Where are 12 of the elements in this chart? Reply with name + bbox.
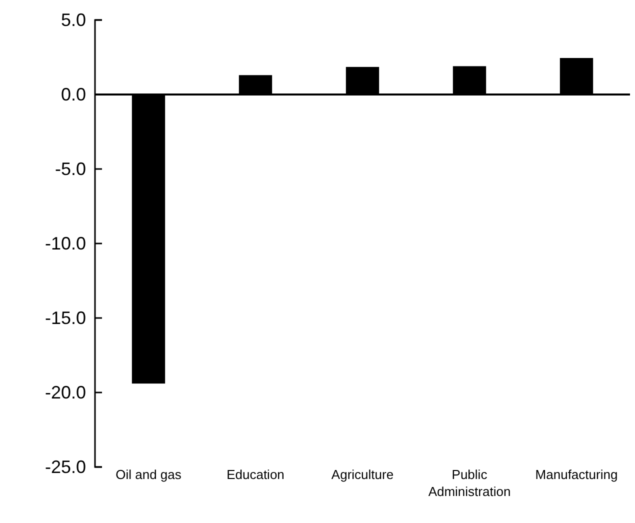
y-tick-label: -20.0	[44, 382, 86, 402]
x-tick-label: Agriculture	[331, 467, 394, 482]
x-tick-label: Manufacturing	[535, 467, 618, 482]
y-tick-label: -5.0	[54, 158, 86, 179]
x-tick-label: Oil and gas	[116, 467, 182, 482]
x-tick-label: Public Administration	[428, 467, 511, 499]
y-tick-label: 0.0	[60, 84, 86, 104]
y-tick-label: 5.0	[60, 10, 86, 30]
y-tick-label: -15.0	[44, 308, 86, 328]
y-tick-label: -10.0	[44, 233, 86, 254]
y-tick-label: -25.0	[44, 456, 86, 477]
x-tick-label: Education	[226, 467, 284, 482]
